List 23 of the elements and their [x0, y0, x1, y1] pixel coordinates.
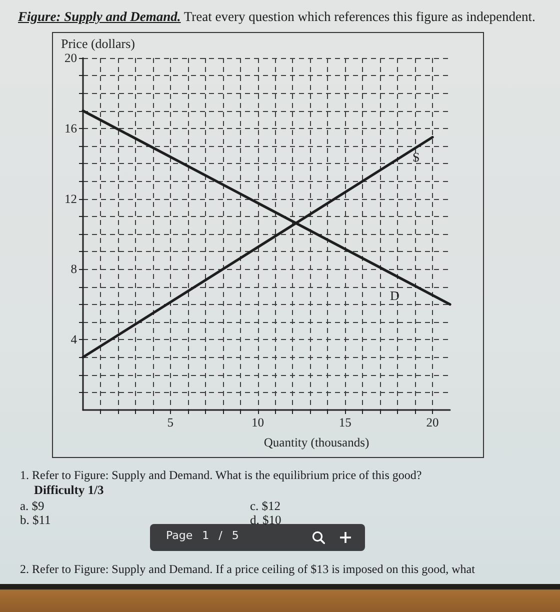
x-axis-title: Quantity (thousands)	[264, 436, 370, 450]
chart-subtitle: Treat every question which references this figure as independent.	[182, 9, 536, 24]
text: d. $10	[250, 513, 282, 528]
x-tick-label: 10	[252, 416, 264, 430]
text: a. $9	[20, 499, 44, 514]
text: Difficulty 1/3	[34, 483, 104, 498]
y-tick-label: 4	[70, 332, 78, 347]
text: 2. Refer to Figure: Supply and Demand. If a price ceiling of $13 is imposed on this good, what	[20, 562, 475, 577]
y-axis-title: Price (dollars)	[61, 36, 136, 51]
y-tick-label: 12	[64, 192, 77, 206]
x-tick-label: 20	[426, 416, 439, 430]
text: Page 1 / 5	[166, 529, 239, 542]
series-label: D	[390, 288, 400, 303]
series-label: S	[412, 150, 420, 165]
y-tick-label: 16	[64, 121, 77, 136]
chart-title: Figure: Supply and Demand.	[18, 9, 181, 24]
y-tick-label: 20	[64, 51, 77, 65]
x-tick-label: 5	[167, 416, 174, 430]
text: c. $12	[250, 499, 281, 514]
x-tick-label: 15	[338, 416, 352, 430]
text: 1. Refer to Figure: Supply and Demand. What is the equilibrium price of this good?	[20, 468, 422, 483]
y-tick-label: 8	[70, 262, 77, 276]
text: b. $11	[20, 513, 51, 528]
